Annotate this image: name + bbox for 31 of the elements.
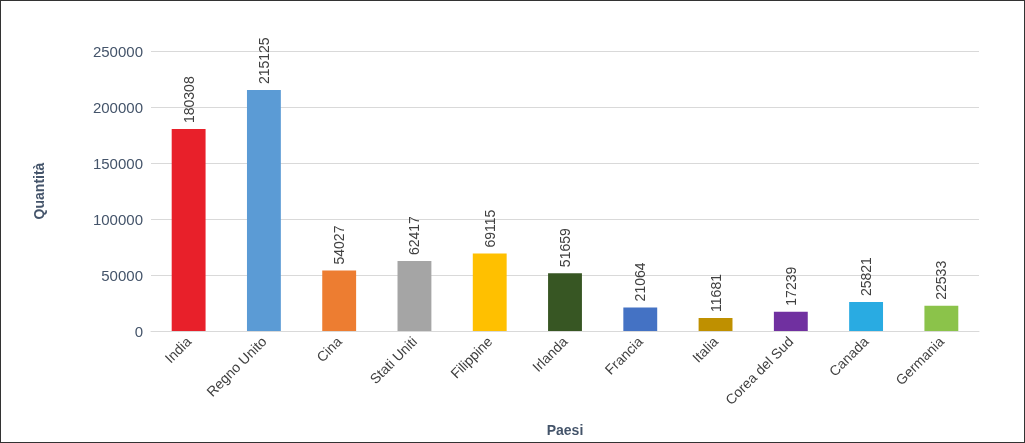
bar: [773, 311, 808, 331]
bar: [623, 307, 658, 331]
bar: [849, 302, 884, 331]
data-label: 25821: [858, 256, 875, 297]
y-tick-label: 250000: [92, 42, 143, 60]
data-label: 22533: [933, 260, 950, 300]
y-tick-label: 50000: [101, 266, 143, 284]
data-label: 215125: [255, 37, 272, 85]
data-label: 54027: [331, 225, 348, 265]
y-tick-label: 200000: [92, 98, 143, 116]
y-tick-label: 100000: [92, 210, 143, 228]
data-label: 62417: [406, 215, 423, 256]
bar: [322, 270, 357, 331]
data-label: 51659: [557, 228, 573, 268]
data-label: 69115: [481, 209, 498, 248]
bar: [698, 317, 733, 331]
x-tick-label: Cina: [313, 333, 345, 365]
data-label: 21064: [632, 262, 649, 302]
y-axis-title: Quantità: [31, 162, 47, 220]
bar: [246, 90, 281, 331]
x-axis-title: Paesi: [546, 422, 584, 438]
y-tick-label: 0: [134, 322, 143, 340]
bar: [171, 129, 206, 331]
bar: [548, 273, 582, 331]
data-label: 180308: [180, 76, 197, 124]
data-label: 17239: [782, 266, 799, 306]
y-tick-label: 150000: [92, 154, 143, 172]
bar: [924, 305, 959, 331]
data-label: 11681: [707, 273, 724, 312]
bar: [472, 253, 507, 331]
bar: [397, 261, 432, 331]
